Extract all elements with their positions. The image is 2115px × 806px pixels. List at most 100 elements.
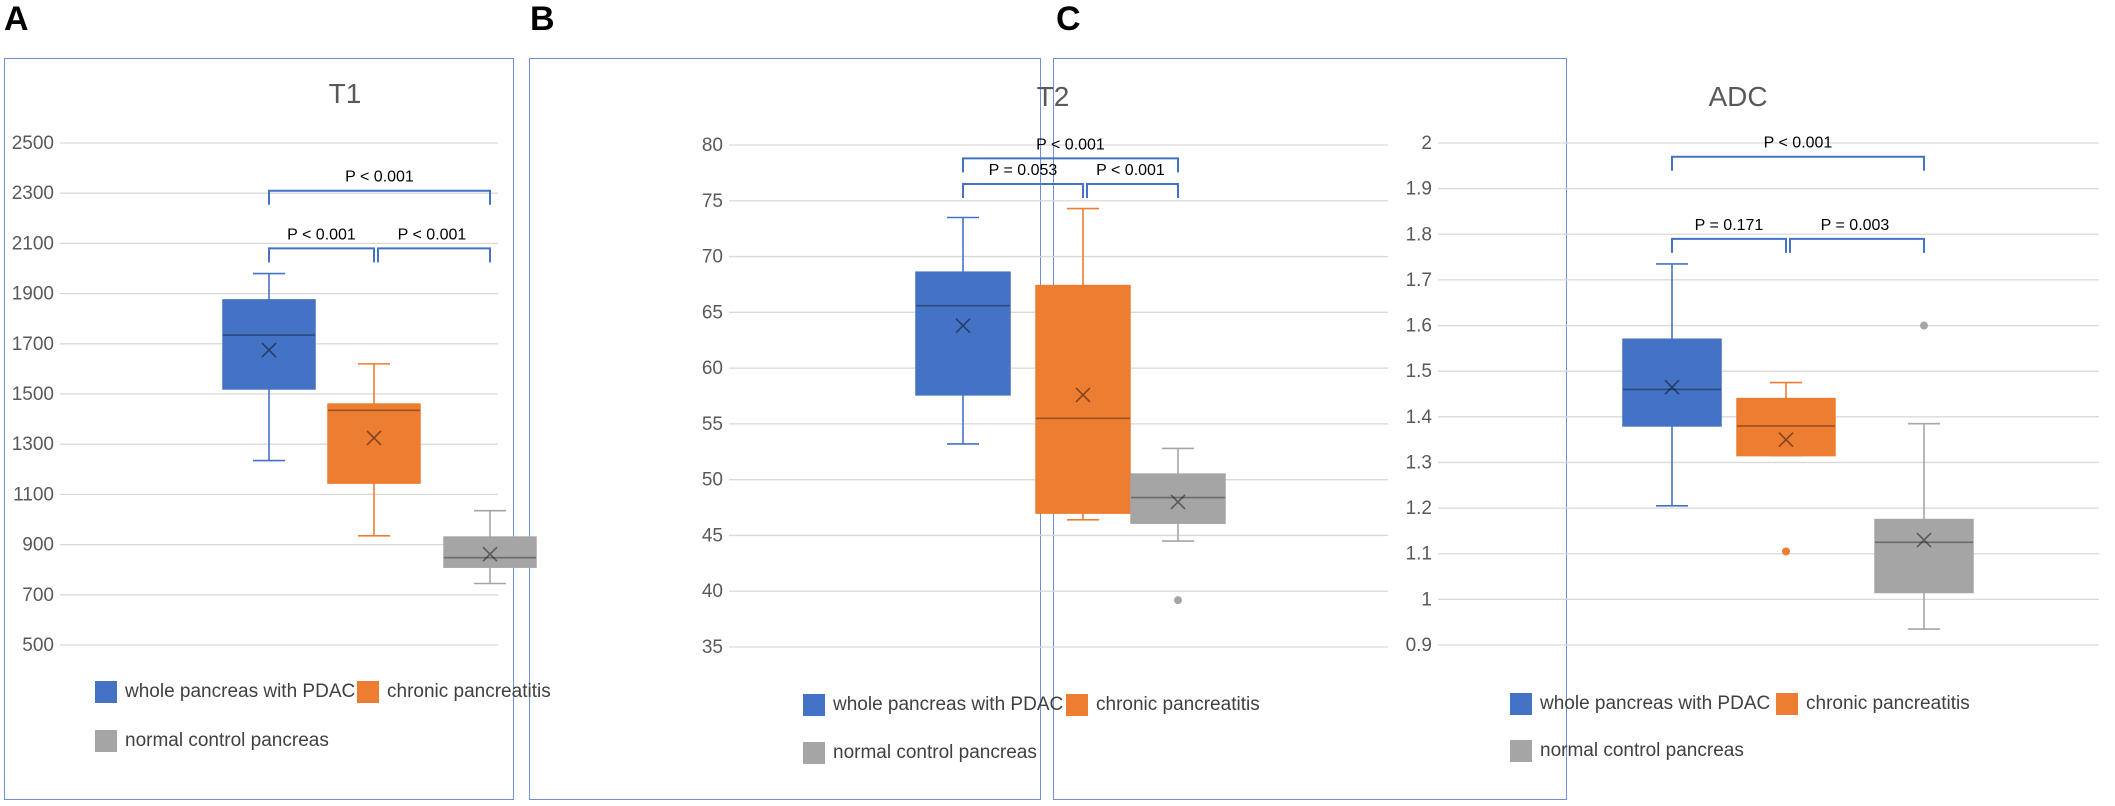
box-iqr <box>1035 284 1131 514</box>
legend-swatch-cp <box>1776 693 1798 715</box>
chart-title: ADC <box>1708 81 1767 112</box>
chart-title: T1 <box>329 78 362 109</box>
panel-letter-c: C <box>1056 0 1081 38</box>
box-iqr <box>1130 473 1226 524</box>
y-tick-label: 500 <box>22 635 54 656</box>
legend-item-cp: chronic pancreatitis <box>1066 694 1260 716</box>
mean-marker <box>1664 379 1680 395</box>
legend-label-normal: normal control pancreas <box>1540 740 1744 761</box>
y-tick-label: 1.7 <box>1406 270 1432 291</box>
y-tick-label: 2500 <box>12 133 54 154</box>
significance-bracket <box>1671 237 1787 253</box>
y-tick-label: 1.4 <box>1406 407 1433 428</box>
p-value-label: P < 0.001 <box>1764 135 1833 152</box>
mean-marker <box>1778 432 1794 448</box>
legend-item-pdac: whole pancreas with PDAC <box>95 681 355 703</box>
y-tick-label: 75 <box>702 191 723 212</box>
p-value-label: P < 0.001 <box>398 226 467 243</box>
p-value-label: P = 0.171 <box>1695 217 1764 234</box>
y-tick-label: 1.6 <box>1406 316 1432 337</box>
y-tick-label: 0.9 <box>1406 635 1432 656</box>
y-tick-label: 1.9 <box>1406 179 1432 200</box>
significance-bracket <box>962 183 1084 199</box>
legend-label-pdac: whole pancreas with PDAC <box>833 694 1064 715</box>
y-tick-label: 900 <box>22 535 54 556</box>
y-tick-label: 65 <box>702 302 723 323</box>
outlier-point <box>1174 596 1182 605</box>
p-value-label: P = 0.053 <box>989 162 1058 179</box>
legend-label-pdac: whole pancreas with PDAC <box>1540 693 1771 714</box>
legend-swatch-cp <box>357 681 379 703</box>
legend-item-normal: normal control pancreas <box>803 742 1037 764</box>
legend-item-normal: normal control pancreas <box>1510 740 1744 762</box>
legend-swatch-cp <box>1066 694 1088 716</box>
panel-letter-b: B <box>530 0 555 38</box>
mean-marker <box>1916 532 1932 548</box>
mean-marker <box>955 318 971 334</box>
mean-marker <box>482 546 498 562</box>
box-iqr <box>1622 338 1722 427</box>
p-value-label: P < 0.001 <box>1036 136 1105 153</box>
legend-label-pdac: whole pancreas with PDAC <box>125 681 356 702</box>
mean-marker <box>1170 494 1186 510</box>
chart-title: T2 <box>1037 81 1070 112</box>
y-tick-label: 1.5 <box>1406 361 1432 382</box>
y-tick-label: 2300 <box>12 183 54 204</box>
legend-item-cp: chronic pancreatitis <box>1776 693 1970 715</box>
y-tick-label: 1 <box>1421 589 1432 610</box>
mean-marker <box>366 430 382 446</box>
y-tick-label: 1.8 <box>1406 224 1432 245</box>
significance-bracket <box>1789 237 1925 253</box>
box-iqr <box>443 536 537 568</box>
significance-bracket <box>377 247 491 263</box>
y-tick-label: 40 <box>702 581 723 602</box>
legend-label-cp: chronic pancreatitis <box>1806 693 1970 714</box>
y-tick-label: 50 <box>702 470 723 491</box>
legend-label-cp: chronic pancreatitis <box>1096 694 1260 715</box>
mean-marker <box>1075 387 1091 403</box>
y-tick-label: 1.3 <box>1406 452 1432 473</box>
y-tick-label: 2100 <box>12 233 54 254</box>
chart-panel-t2 <box>529 58 1041 800</box>
outlier-point <box>1782 547 1790 556</box>
legend-label-normal: normal control pancreas <box>125 730 329 751</box>
y-tick-label: 1700 <box>12 334 54 355</box>
legend-item-normal: normal control pancreas <box>95 730 329 752</box>
legend-swatch-pdac <box>803 694 825 716</box>
p-value-label: P = 0.003 <box>1821 217 1890 234</box>
y-tick-label: 1.1 <box>1406 544 1432 565</box>
legend-swatch-normal <box>95 730 117 752</box>
legend-swatch-normal <box>803 742 825 764</box>
y-tick-label: 1300 <box>12 434 54 455</box>
y-tick-label: 55 <box>702 414 723 435</box>
chart-panel-adc <box>1053 58 1567 800</box>
y-tick-label: 1100 <box>13 484 54 505</box>
box-iqr <box>1736 397 1836 457</box>
significance-bracket <box>268 189 491 205</box>
y-tick-label: 60 <box>702 358 723 379</box>
legend-swatch-pdac <box>95 681 117 703</box>
y-tick-label: 80 <box>702 135 723 156</box>
y-tick-label: 45 <box>702 525 723 546</box>
significance-bracket <box>1086 183 1179 199</box>
p-value-label: P < 0.001 <box>345 169 414 186</box>
significance-bracket <box>962 157 1179 173</box>
box-iqr <box>327 403 421 484</box>
significance-bracket <box>268 247 375 263</box>
legend-item-pdac: whole pancreas with PDAC <box>1510 693 1770 715</box>
legend-swatch-pdac <box>1510 693 1532 715</box>
legend-item-cp: chronic pancreatitis <box>357 681 551 703</box>
legend-item-pdac: whole pancreas with PDAC <box>803 694 1063 716</box>
p-value-label: P < 0.001 <box>1096 162 1165 179</box>
y-tick-label: 70 <box>702 247 723 268</box>
y-tick-label: 700 <box>22 585 54 606</box>
box-iqr <box>222 299 316 390</box>
legend-label-cp: chronic pancreatitis <box>387 681 551 702</box>
y-tick-label: 35 <box>702 637 723 658</box>
box-iqr <box>915 271 1011 396</box>
legend-swatch-normal <box>1510 740 1532 762</box>
legend-label-normal: normal control pancreas <box>833 742 1037 763</box>
mean-marker <box>261 342 277 358</box>
